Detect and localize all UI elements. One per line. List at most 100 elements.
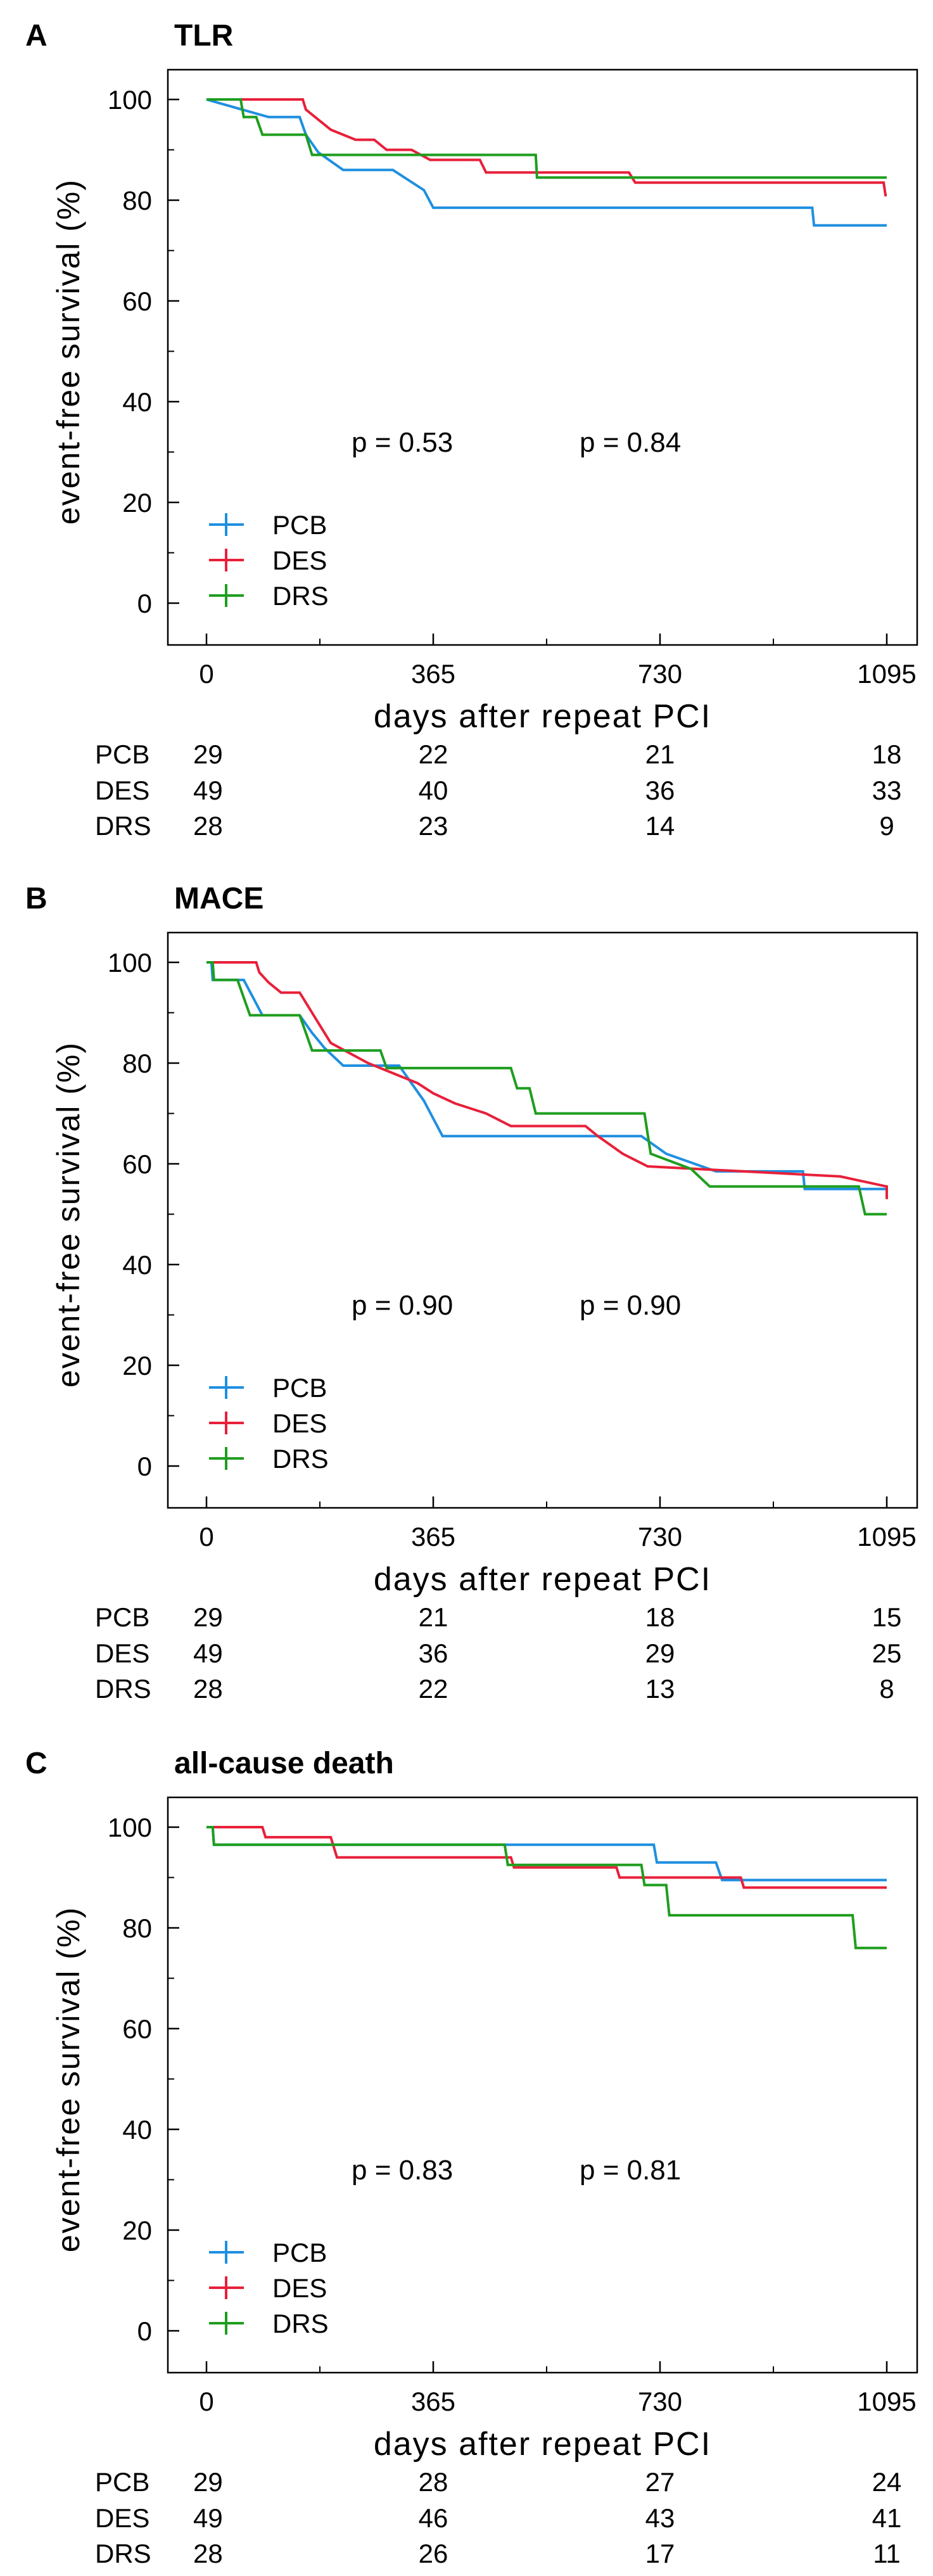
x-tick-label: 1095 bbox=[857, 1522, 916, 1552]
panel-letter: A bbox=[25, 19, 48, 53]
y-axis-label: event-free survival (%) bbox=[51, 1906, 86, 2252]
y-tick-label: 60 bbox=[122, 286, 152, 316]
series-line-des bbox=[206, 1826, 887, 1889]
legend-label-des: DES bbox=[272, 2273, 327, 2303]
risk-value: 28 bbox=[419, 2467, 448, 2497]
risk-value: 29 bbox=[645, 1638, 675, 1668]
series-line-pcb bbox=[206, 98, 887, 227]
y-tick-label: 80 bbox=[122, 1913, 152, 1943]
panel-title: all-cause death bbox=[174, 1747, 394, 1780]
legend-label-pcb: PCB bbox=[272, 2238, 327, 2267]
legend-label-pcb: PCB bbox=[272, 510, 327, 540]
risk-group-des: DES bbox=[95, 1638, 149, 1668]
risk-value: 9 bbox=[879, 811, 894, 841]
risk-value: 13 bbox=[645, 1674, 675, 1704]
risk-group-des: DES bbox=[95, 775, 149, 805]
risk-group-drs: DRS bbox=[95, 1674, 151, 1704]
risk-value: 28 bbox=[193, 1674, 223, 1704]
p-value-2: p = 0.81 bbox=[580, 2155, 681, 2186]
y-tick-label: 40 bbox=[122, 1250, 152, 1280]
risk-value: 22 bbox=[419, 1674, 448, 1704]
panel-b: B MACE 0 20 40 60 80 100 0 365 730 1095 days after r… bbox=[25, 882, 918, 1704]
risk-value: 49 bbox=[193, 775, 223, 805]
series-line-drs bbox=[206, 1826, 887, 1949]
series-line-des bbox=[206, 98, 887, 196]
risk-value: 27 bbox=[645, 2467, 675, 2497]
x-tick-label: 730 bbox=[638, 659, 682, 689]
y-tick-label: 0 bbox=[137, 1451, 152, 1481]
legend-label-des: DES bbox=[272, 545, 327, 575]
p-value-1: p = 0.53 bbox=[352, 427, 453, 458]
risk-value: 21 bbox=[419, 1602, 448, 1632]
p-value-1: p = 0.83 bbox=[352, 2155, 453, 2186]
risk-value: 25 bbox=[872, 1638, 902, 1668]
legend-label-drs: DRS bbox=[272, 2309, 329, 2338]
panel-a: A TLR 0 20 40 60 80 100 0 365 730 1095 days after re… bbox=[25, 19, 918, 841]
risk-value: 11 bbox=[873, 2539, 901, 2568]
x-axis-label: days after repeat PCI bbox=[374, 698, 711, 735]
plot-frame bbox=[167, 68, 918, 646]
risk-value: 24 bbox=[872, 2467, 902, 2497]
risk-value: 23 bbox=[419, 811, 448, 841]
x-tick-label: 365 bbox=[411, 659, 455, 689]
y-tick-label: 100 bbox=[108, 85, 152, 115]
x-tick-label: 730 bbox=[638, 2387, 682, 2416]
panel-letter: C bbox=[25, 1747, 48, 1780]
x-axis-label: days after repeat PCI bbox=[374, 2426, 711, 2463]
p-value-2: p = 0.84 bbox=[580, 427, 681, 458]
risk-value: 36 bbox=[645, 775, 675, 805]
risk-value: 21 bbox=[645, 739, 675, 769]
risk-value: 22 bbox=[419, 739, 448, 769]
risk-group-drs: DRS bbox=[95, 811, 151, 841]
x-tick-label: 1095 bbox=[857, 2387, 916, 2416]
risk-value: 14 bbox=[645, 811, 675, 841]
series-line-drs bbox=[206, 98, 887, 179]
risk-value: 28 bbox=[193, 2539, 223, 2568]
x-tick-label: 365 bbox=[411, 2387, 455, 2416]
y-tick-label: 80 bbox=[122, 1049, 152, 1078]
risk-value: 49 bbox=[193, 1638, 223, 1668]
risk-group-pcb: PCB bbox=[95, 1602, 149, 1632]
y-tick-label: 0 bbox=[137, 2316, 152, 2346]
y-tick-label: 100 bbox=[108, 1813, 152, 1842]
risk-value: 36 bbox=[419, 1638, 448, 1668]
series-line-pcb bbox=[206, 1826, 887, 1882]
x-tick-label: 0 bbox=[199, 659, 213, 689]
risk-value: 33 bbox=[872, 775, 902, 805]
y-axis-label: event-free survival (%) bbox=[51, 179, 86, 525]
risk-value: 28 bbox=[193, 811, 223, 841]
y-tick-label: 80 bbox=[122, 186, 152, 215]
panel-title: MACE bbox=[174, 882, 263, 915]
y-tick-label: 20 bbox=[122, 2216, 152, 2245]
risk-value: 41 bbox=[872, 2503, 902, 2533]
plot-frame bbox=[167, 1796, 918, 2374]
panel-title: TLR bbox=[174, 19, 233, 53]
x-tick-label: 0 bbox=[199, 2387, 213, 2416]
panel-letter: B bbox=[25, 882, 48, 915]
risk-value: 18 bbox=[872, 739, 902, 769]
risk-group-drs: DRS bbox=[95, 2539, 151, 2568]
legend-label-drs: DRS bbox=[272, 1444, 329, 1474]
risk-value: 29 bbox=[193, 2467, 223, 2497]
plot-frame bbox=[167, 931, 918, 1509]
series-line-pcb bbox=[206, 961, 887, 1190]
y-tick-label: 40 bbox=[122, 387, 152, 417]
risk-value: 17 bbox=[645, 2539, 675, 2568]
risk-value: 49 bbox=[193, 2503, 223, 2533]
legend-label-drs: DRS bbox=[272, 581, 329, 611]
x-tick-label: 730 bbox=[638, 1522, 682, 1552]
risk-value: 40 bbox=[419, 775, 448, 805]
y-tick-label: 20 bbox=[122, 1351, 152, 1380]
risk-value: 15 bbox=[872, 1602, 902, 1632]
y-tick-label: 20 bbox=[122, 488, 152, 518]
y-tick-label: 60 bbox=[122, 1149, 152, 1179]
y-tick-label: 60 bbox=[122, 2014, 152, 2044]
p-value-2: p = 0.90 bbox=[580, 1290, 681, 1321]
x-tick-label: 0 bbox=[199, 1522, 213, 1552]
p-value-1: p = 0.90 bbox=[352, 1290, 453, 1321]
x-tick-label: 365 bbox=[411, 1522, 455, 1552]
risk-value: 46 bbox=[419, 2503, 448, 2533]
risk-value: 29 bbox=[193, 739, 223, 769]
y-tick-label: 0 bbox=[137, 589, 152, 618]
